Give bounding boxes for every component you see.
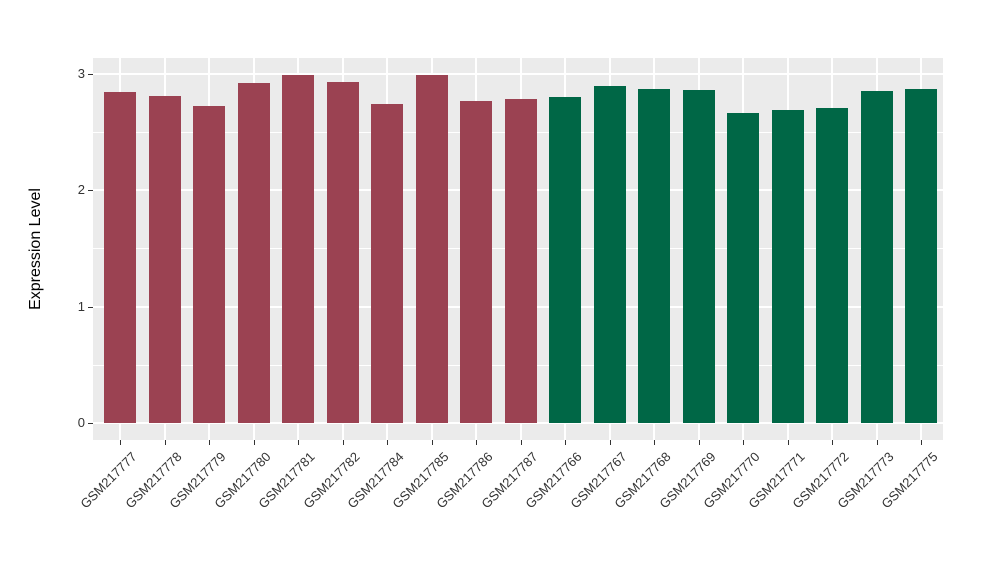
chart-panel (93, 58, 943, 440)
x-tick-mark (743, 440, 744, 445)
gridline-major-horizontal (93, 422, 943, 424)
x-tick-mark (476, 440, 477, 445)
x-tick-mark (298, 440, 299, 445)
x-tick-mark (120, 440, 121, 445)
x-tick-mark (876, 440, 878, 445)
y-tick-label: 2 (77, 182, 85, 197)
x-tick-mark (787, 440, 789, 445)
bar (415, 74, 448, 423)
x-tick-mark (387, 440, 388, 445)
y-tick-mark (88, 306, 93, 308)
y-axis-title: Expression Level (27, 188, 44, 310)
bar (682, 89, 715, 423)
x-tick-mark (609, 440, 611, 445)
bar (771, 109, 804, 423)
bar (371, 103, 403, 423)
y-tick-mark (88, 423, 93, 424)
x-tick-mark (164, 440, 166, 445)
bar (504, 99, 537, 423)
x-tick-mark (431, 440, 433, 445)
bar (593, 86, 626, 423)
x-tick-mark (209, 440, 210, 445)
bar (905, 88, 937, 423)
bar (638, 88, 670, 423)
x-tick-mark (520, 440, 522, 445)
y-tick-mark (88, 73, 93, 75)
x-tick-mark (253, 440, 255, 445)
bar (549, 96, 581, 423)
bar (326, 81, 359, 423)
x-tick-mark (921, 440, 922, 445)
bar (727, 113, 759, 423)
bar (282, 74, 314, 423)
bar (104, 92, 136, 423)
x-tick-mark (565, 440, 566, 445)
y-tick-label: 1 (77, 298, 85, 314)
bar (237, 82, 270, 423)
x-tick-mark (342, 440, 344, 445)
y-tick-label: 0 (77, 415, 85, 430)
bar (460, 101, 492, 423)
x-tick-mark (832, 440, 833, 445)
bar (148, 95, 181, 423)
y-tick-mark (88, 190, 93, 191)
y-tick-label: 3 (77, 65, 85, 81)
x-tick-mark (698, 440, 700, 445)
gridline-major-horizontal (93, 72, 943, 75)
bar (193, 106, 225, 423)
bar (816, 108, 848, 423)
bar (860, 90, 893, 423)
x-tick-mark (654, 440, 655, 445)
